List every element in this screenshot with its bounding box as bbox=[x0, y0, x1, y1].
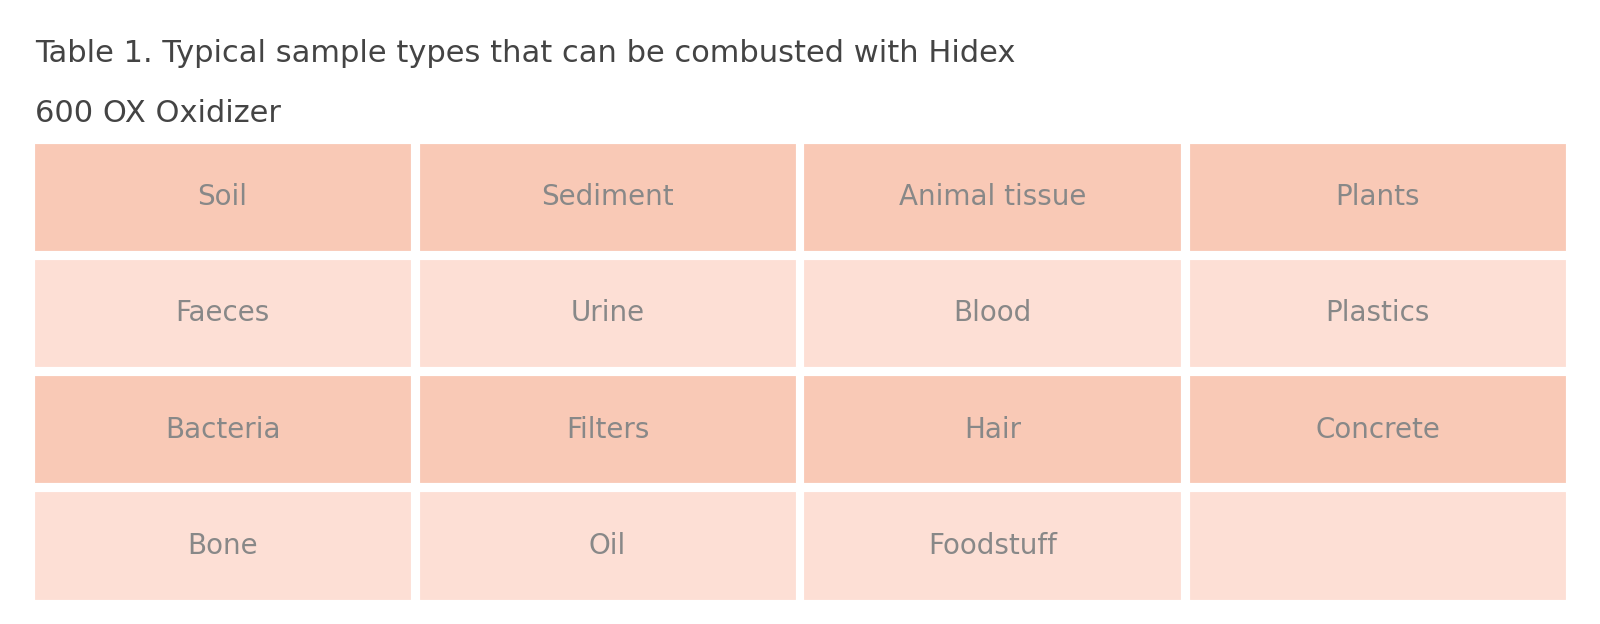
FancyBboxPatch shape bbox=[418, 142, 797, 253]
Text: Faeces: Faeces bbox=[176, 300, 270, 328]
Text: Foodstuff: Foodstuff bbox=[928, 532, 1058, 560]
FancyBboxPatch shape bbox=[803, 374, 1182, 485]
Text: 600 OX Oxidizer: 600 OX Oxidizer bbox=[35, 99, 282, 128]
Text: Concrete: Concrete bbox=[1315, 416, 1440, 444]
FancyBboxPatch shape bbox=[32, 490, 413, 602]
Text: Bone: Bone bbox=[187, 532, 258, 560]
FancyBboxPatch shape bbox=[32, 258, 413, 369]
FancyBboxPatch shape bbox=[1187, 258, 1568, 369]
FancyBboxPatch shape bbox=[1187, 490, 1568, 602]
Text: Table 1. Typical sample types that can be combusted with Hidex: Table 1. Typical sample types that can b… bbox=[35, 39, 1016, 68]
Text: Animal tissue: Animal tissue bbox=[899, 183, 1086, 211]
FancyBboxPatch shape bbox=[1187, 374, 1568, 485]
FancyBboxPatch shape bbox=[418, 374, 797, 485]
FancyBboxPatch shape bbox=[32, 374, 413, 485]
FancyBboxPatch shape bbox=[1187, 142, 1568, 253]
FancyBboxPatch shape bbox=[803, 490, 1182, 602]
Text: Filters: Filters bbox=[566, 416, 650, 444]
Text: Bacteria: Bacteria bbox=[165, 416, 280, 444]
Text: Blood: Blood bbox=[954, 300, 1032, 328]
Text: Oil: Oil bbox=[589, 532, 626, 560]
FancyBboxPatch shape bbox=[32, 142, 413, 253]
FancyBboxPatch shape bbox=[418, 258, 797, 369]
Text: Urine: Urine bbox=[571, 300, 645, 328]
Text: Hair: Hair bbox=[963, 416, 1021, 444]
Text: Plastics: Plastics bbox=[1325, 300, 1430, 328]
Text: Soil: Soil bbox=[197, 183, 248, 211]
FancyBboxPatch shape bbox=[803, 142, 1182, 253]
Text: Plants: Plants bbox=[1336, 183, 1419, 211]
Text: Sediment: Sediment bbox=[541, 183, 674, 211]
FancyBboxPatch shape bbox=[418, 490, 797, 602]
FancyBboxPatch shape bbox=[803, 258, 1182, 369]
